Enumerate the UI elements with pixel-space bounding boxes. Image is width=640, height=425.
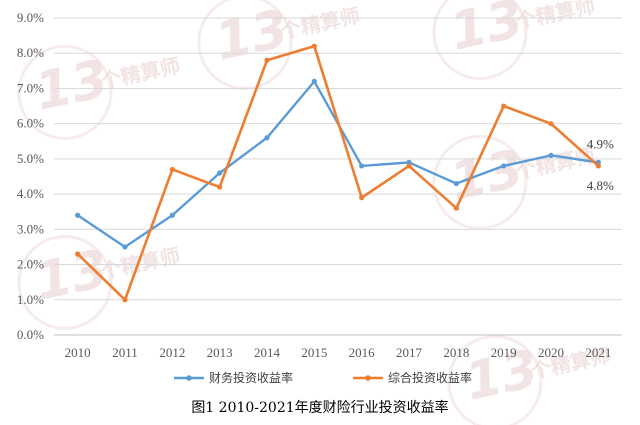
watermark-ring xyxy=(17,234,113,330)
series-2-point xyxy=(406,163,412,169)
series-1-point xyxy=(122,244,128,250)
series-lines xyxy=(75,43,601,303)
y-tick-label: 7.0% xyxy=(17,80,44,95)
y-tick-label: 0.0% xyxy=(17,327,44,342)
chart-legend: 财务投资收益率 综合投资收益率 xyxy=(174,370,472,385)
watermark-label: 个精算师 xyxy=(98,243,182,283)
watermark-number: 13 xyxy=(445,139,528,213)
series-1-point xyxy=(169,212,175,218)
y-tick-label: 4.0% xyxy=(17,186,44,201)
series-2-point xyxy=(264,57,270,63)
series-2-point xyxy=(169,166,175,173)
y-gridlines xyxy=(54,17,622,336)
legend-marker xyxy=(186,375,192,381)
watermark-label: 个精算师 xyxy=(98,53,182,93)
y-tick-label: 5.0% xyxy=(17,151,44,166)
series-2-point xyxy=(548,121,554,127)
watermark-ring xyxy=(447,334,543,425)
y-tick-label: 2.0% xyxy=(17,257,44,272)
watermark-label: 个精算师 xyxy=(513,0,597,34)
y-tick-label: 8.0% xyxy=(17,45,44,60)
watermark-number: 13 xyxy=(210,0,293,73)
series-2-point xyxy=(75,251,81,257)
x-tick-label: 2021 xyxy=(585,345,611,360)
x-tick-label: 2016 xyxy=(349,345,376,360)
x-tick-label: 2018 xyxy=(443,345,469,360)
series-2-point xyxy=(359,195,365,201)
series-1-point xyxy=(217,170,223,176)
legend-label: 财务投资收益率 xyxy=(209,370,293,385)
x-tick-label: 2017 xyxy=(396,345,423,360)
watermark-number: 13 xyxy=(30,49,113,123)
series-1-point xyxy=(311,78,317,84)
y-tick-label: 9.0% xyxy=(17,10,44,25)
watermark-ring xyxy=(17,44,113,140)
series-2-point xyxy=(311,43,317,49)
series-1-point xyxy=(264,135,270,141)
series-2-point xyxy=(595,163,601,169)
x-tick-label: 2010 xyxy=(65,345,91,360)
series-1-point xyxy=(75,212,81,218)
series-1-point xyxy=(501,163,507,169)
watermark-ring xyxy=(432,0,528,80)
series-2-point xyxy=(217,184,223,190)
y-tick-label: 6.0% xyxy=(17,116,44,131)
x-tick-label: 2015 xyxy=(301,345,327,360)
watermark-number: 13 xyxy=(460,339,543,413)
x-tick-label: 2019 xyxy=(491,345,517,360)
legend-marker xyxy=(365,375,371,381)
series-2-point xyxy=(122,297,128,303)
series-2-point xyxy=(453,205,459,211)
data-label: 4.8% xyxy=(587,178,614,193)
y-tick-label: 3.0% xyxy=(17,221,44,236)
legend-label: 综合投资收益率 xyxy=(388,370,472,385)
data-labels: 4.9% 4.8% xyxy=(587,136,614,193)
watermark-label: 个精算师 xyxy=(278,3,362,43)
series-line-2 xyxy=(76,44,600,302)
x-tick-label: 2012 xyxy=(159,345,185,360)
x-tick-label: 2013 xyxy=(207,345,233,360)
y-axis-ticks: 0.0% 1.0% 2.0% 3.0% 4.0% 5.0% 6.0% 7.0% 8.0% 9.0% xyxy=(17,10,44,342)
watermark-label: 个精算师 xyxy=(513,143,597,183)
series-1-point xyxy=(359,163,365,169)
watermark-ring xyxy=(432,134,528,230)
x-tick-label: 2011 xyxy=(112,345,138,360)
x-tick-label: 2014 xyxy=(254,345,281,360)
series-1-point xyxy=(548,152,554,158)
watermark-ring xyxy=(197,0,293,90)
x-axis-ticks: 2010 2011 2012 2013 2014 2015 2016 2017 2018 2019… xyxy=(65,345,612,360)
series-1-point xyxy=(453,180,459,187)
x-tick-label: 2020 xyxy=(538,345,564,360)
series-2-point xyxy=(501,103,507,109)
chart-caption: 图1 2010-2021年度财险行业投资收益率 xyxy=(191,399,448,416)
y-tick-label: 1.0% xyxy=(17,292,44,307)
data-label: 4.9% xyxy=(587,136,614,151)
